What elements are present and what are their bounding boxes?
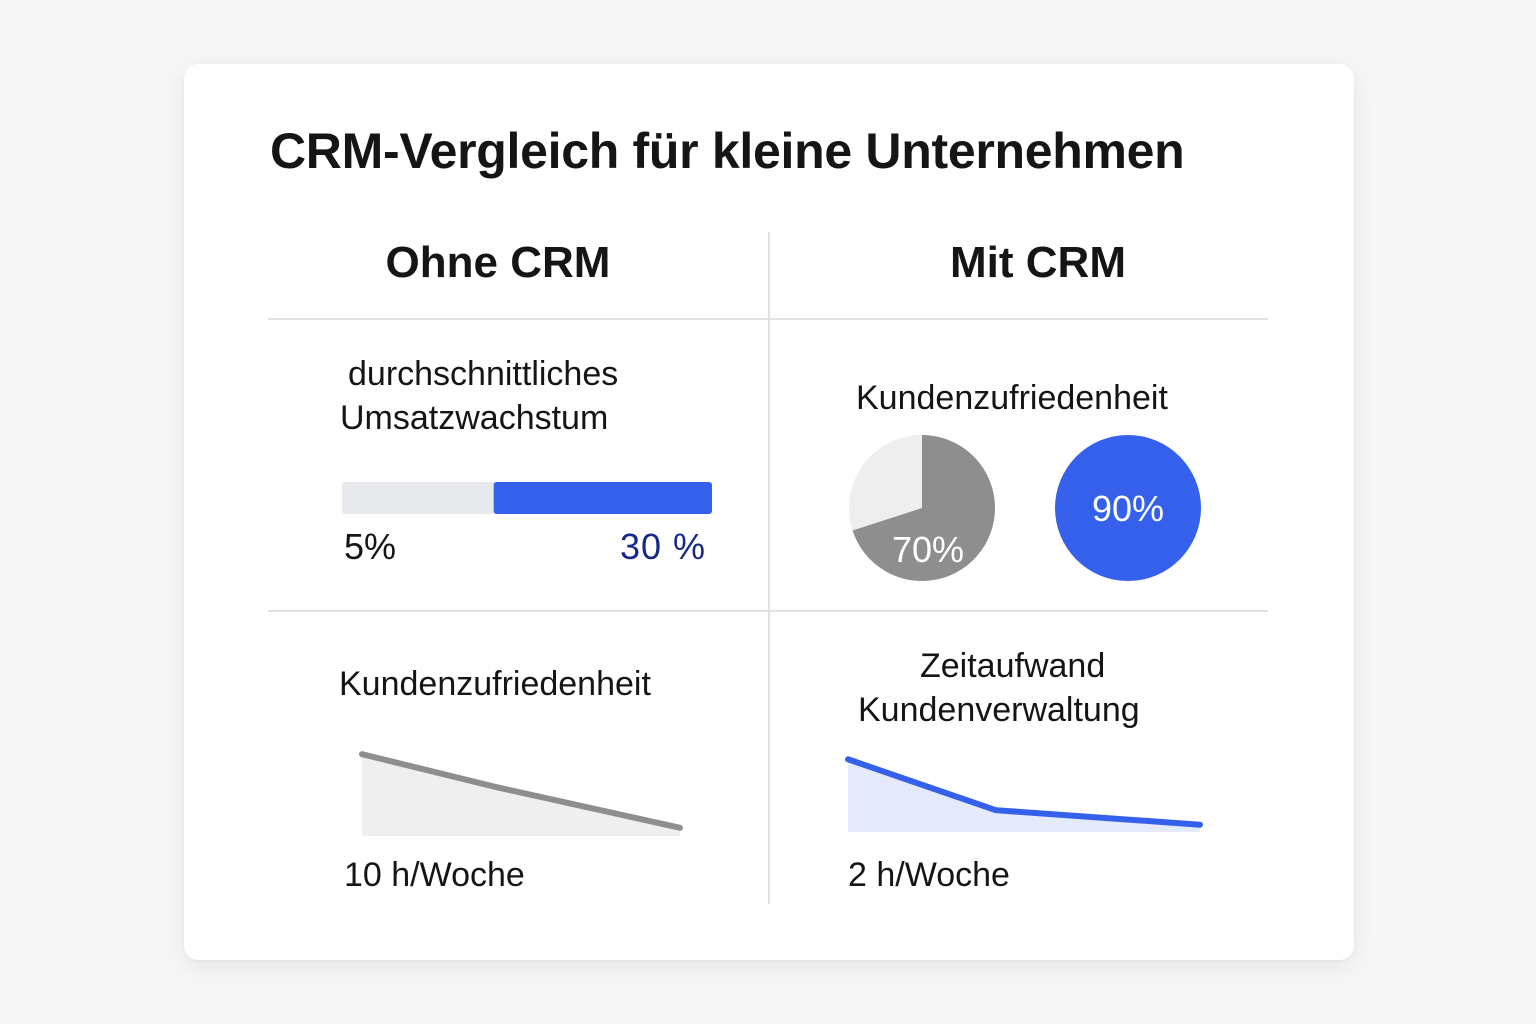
area-with-crm-line [845, 756, 1203, 828]
time-area-chart-without-crm [359, 751, 683, 836]
time-effort-label-line-1: Zeitaufwand [920, 647, 1106, 685]
revenue-growth-label-line-2: Umsatzwachstum [340, 399, 609, 437]
satisfaction-pie-charts: 70% 90% [849, 435, 1201, 581]
pie-label-70: 70% [892, 529, 964, 570]
header-divider [268, 318, 1268, 320]
revenue-growth-label: durchschnittliches Umsatzwachstum [340, 352, 618, 440]
satisfaction-label-with-crm: Kundenzufriedenheit [856, 379, 1168, 417]
revenue-value-without-crm: 5% [344, 526, 397, 567]
time-value-with-crm: 2 h/Woche [848, 856, 1010, 894]
revenue-growth-bar-chart [342, 482, 712, 514]
page-title: CRM-Vergleich für kleine Unternehmen [270, 123, 1185, 179]
satisfaction-label-without-crm: Kundenzufriedenheit [339, 665, 651, 703]
area-with-crm-area [848, 759, 1200, 832]
time-value-without-crm: 10 h/Woche [344, 856, 525, 894]
row-divider [268, 610, 1268, 612]
time-effort-label: Zeitaufwand Kundenverwaltung [858, 644, 1140, 732]
comparison-card: CRM-Vergleich für kleine Unternehmen Ohn… [184, 64, 1354, 960]
pie-label-90: 90% [1092, 488, 1164, 529]
pie-circle-90 [1055, 435, 1201, 581]
pie-slice-70 [852, 435, 995, 581]
column-header-mit-crm: Mit CRM [950, 238, 1126, 287]
revenue-growth-label-line-1: durchschnittliches [348, 355, 619, 393]
revenue-value-with-crm: 30 % [620, 526, 707, 567]
vertical-divider [768, 232, 770, 904]
time-effort-label-line-2: Kundenverwaltung [858, 691, 1140, 729]
area-without-crm-line [359, 751, 683, 831]
time-area-chart-with-crm [845, 756, 1203, 832]
bar-fill-with-crm [493, 482, 712, 514]
column-header-ohne-crm: Ohne CRM [385, 238, 611, 287]
